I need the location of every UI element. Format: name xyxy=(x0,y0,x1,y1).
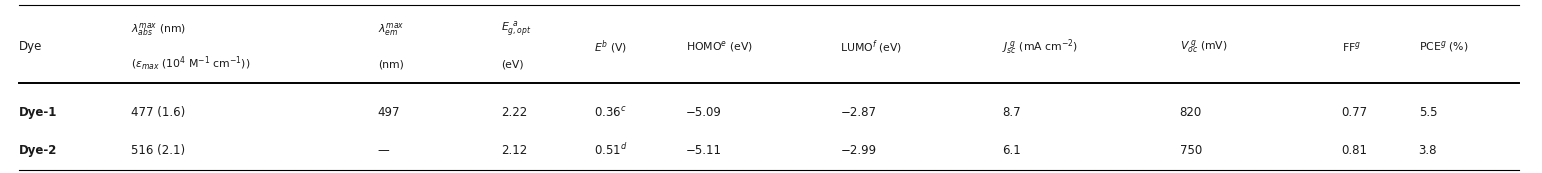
Text: $J_{sc}^{\;g}$ (mA cm$^{-2}$): $J_{sc}^{\;g}$ (mA cm$^{-2}$) xyxy=(1002,37,1078,57)
Text: HOMO$^{e}$ (eV): HOMO$^{e}$ (eV) xyxy=(686,39,752,54)
Text: $E^{b}$ (V): $E^{b}$ (V) xyxy=(594,38,628,56)
Text: 750: 750 xyxy=(1180,144,1201,157)
Text: 497: 497 xyxy=(378,106,401,119)
Text: (nm): (nm) xyxy=(378,59,404,69)
Text: $\lambda_{\mathit{em}}^{\mathit{max}}$: $\lambda_{\mathit{em}}^{\mathit{max}}$ xyxy=(378,21,404,38)
Text: 820: 820 xyxy=(1180,106,1201,119)
Text: 516 (2.1): 516 (2.1) xyxy=(131,144,185,157)
Text: FF$^{g}$: FF$^{g}$ xyxy=(1342,40,1360,54)
Text: −5.11: −5.11 xyxy=(686,144,722,157)
Text: ($\varepsilon_{\mathit{max}}$ (10$^{4}$ M$^{-1}$ cm$^{-1}$)): ($\varepsilon_{\mathit{max}}$ (10$^{4}$ … xyxy=(131,55,250,73)
Text: −5.09: −5.09 xyxy=(686,106,722,119)
Text: Dye-2: Dye-2 xyxy=(19,144,57,157)
Text: −2.87: −2.87 xyxy=(840,106,876,119)
Text: 2.12: 2.12 xyxy=(501,144,527,157)
Text: PCE$^{g}$ (%): PCE$^{g}$ (%) xyxy=(1419,39,1468,54)
Text: Dye: Dye xyxy=(19,40,42,53)
Text: 3.8: 3.8 xyxy=(1419,144,1437,157)
Text: $E_{g,\mathit{opt}}^{\;\;a}$: $E_{g,\mathit{opt}}^{\;\;a}$ xyxy=(501,20,532,39)
Text: 2.22: 2.22 xyxy=(501,106,527,119)
Text: (eV): (eV) xyxy=(501,59,524,69)
Text: LUMO$^{f}$ (eV): LUMO$^{f}$ (eV) xyxy=(840,38,902,56)
Text: Dye-1: Dye-1 xyxy=(19,106,57,119)
Text: 6.1: 6.1 xyxy=(1002,144,1021,157)
Text: —: — xyxy=(378,144,390,157)
Text: 0.77: 0.77 xyxy=(1342,106,1368,119)
Text: $V_{oc}^{\;g}$ (mV): $V_{oc}^{\;g}$ (mV) xyxy=(1180,38,1227,55)
Text: 0.81: 0.81 xyxy=(1342,144,1368,157)
Text: −2.99: −2.99 xyxy=(840,144,876,157)
Text: 477 (1.6): 477 (1.6) xyxy=(131,106,185,119)
Text: 0.36$^{c}$: 0.36$^{c}$ xyxy=(594,106,626,119)
Text: 0.51$^{d}$: 0.51$^{d}$ xyxy=(594,143,628,158)
Text: 5.5: 5.5 xyxy=(1419,106,1437,119)
Text: $\lambda_{\mathit{abs}}^{\mathit{max}}$ (nm): $\lambda_{\mathit{abs}}^{\mathit{max}}$ … xyxy=(131,21,187,38)
Text: 8.7: 8.7 xyxy=(1002,106,1021,119)
